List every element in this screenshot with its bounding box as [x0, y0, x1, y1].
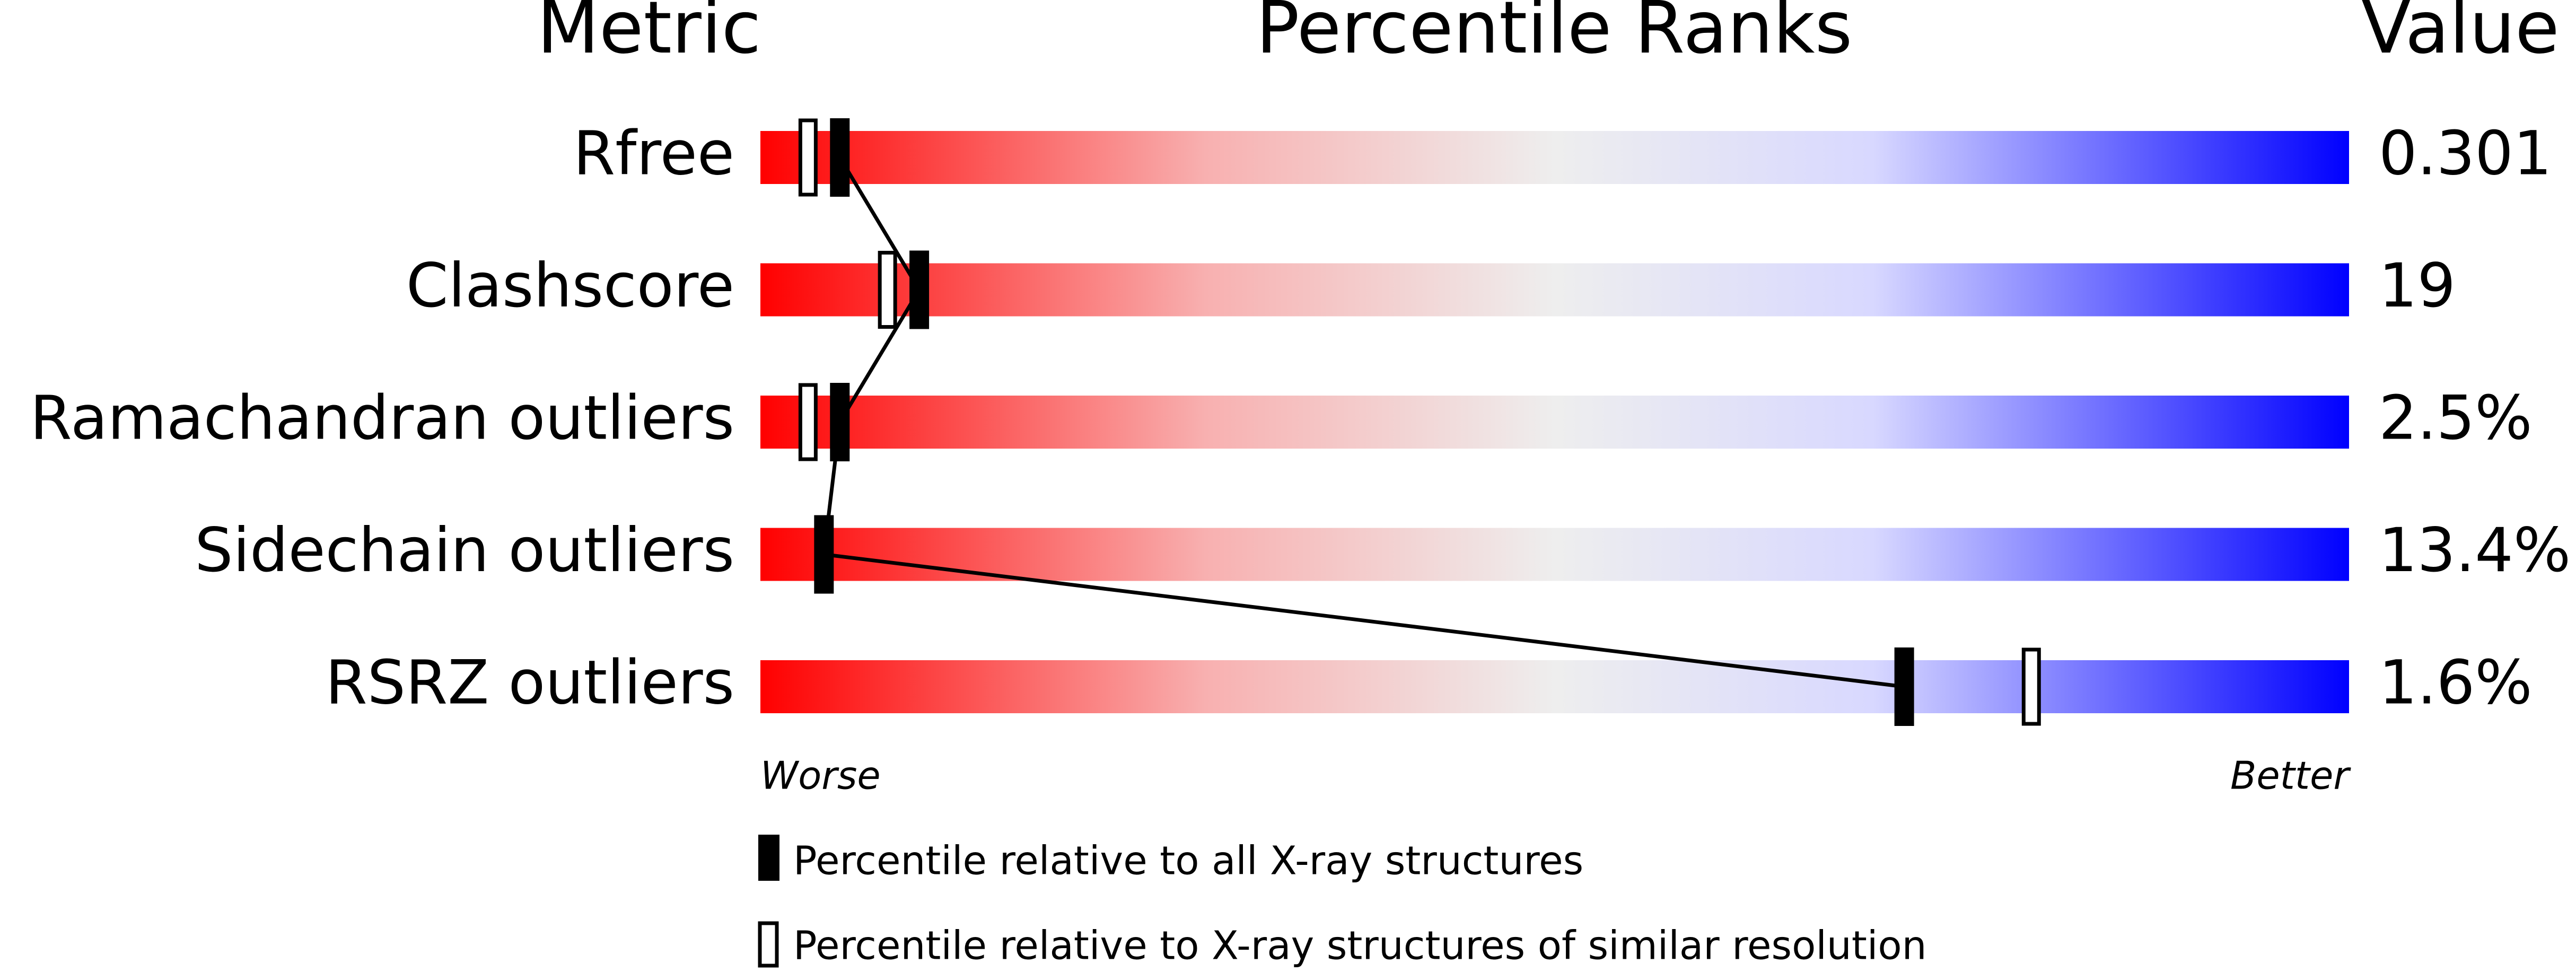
percentile-marker-open [878, 251, 897, 329]
percentile-marker-filled [830, 118, 850, 197]
legend-entry: Percentile relative to all X-ray structu… [793, 838, 1583, 884]
rank-bar [760, 131, 2349, 184]
rank-bar [760, 528, 2349, 581]
percentile-header: Percentile Ranks [1256, 0, 1853, 70]
rank-bar [760, 263, 2349, 317]
rank-bar [760, 660, 2349, 713]
legend-swatch-open [758, 921, 779, 968]
legend-entry: Percentile relative to X-ray structures … [793, 923, 1927, 969]
percentile-marker-filled [814, 515, 834, 594]
metric-label: Ramachandran outliers [30, 382, 734, 453]
metric-value: 13.4% [2379, 515, 2571, 585]
metric-header: Metric [537, 0, 761, 70]
better-label: Better [2230, 754, 2351, 798]
rank-bar [760, 396, 2349, 449]
metric-label: Clashscore [406, 250, 734, 321]
percentile-marker-open [798, 118, 818, 197]
percentile-marker-open [2021, 647, 2041, 726]
percentile-marker-filled [1894, 647, 1914, 726]
metric-value: 1.6% [2379, 647, 2533, 717]
legend-swatch-filled [758, 835, 779, 881]
value-header: Value [2361, 0, 2559, 70]
metric-value: 19 [2379, 250, 2456, 321]
percentile-marker-filled [909, 250, 930, 329]
metric-label: Rfree [573, 118, 734, 188]
percentile-marker-open [798, 383, 818, 461]
percentile-marker-filled [830, 383, 850, 461]
metric-label: Sidechain outliers [195, 515, 734, 585]
worse-label: Worse [760, 754, 881, 798]
metric-value: 0.301 [2379, 118, 2552, 188]
metric-value: 2.5% [2379, 382, 2533, 453]
metric-label: RSRZ outliers [325, 647, 734, 717]
